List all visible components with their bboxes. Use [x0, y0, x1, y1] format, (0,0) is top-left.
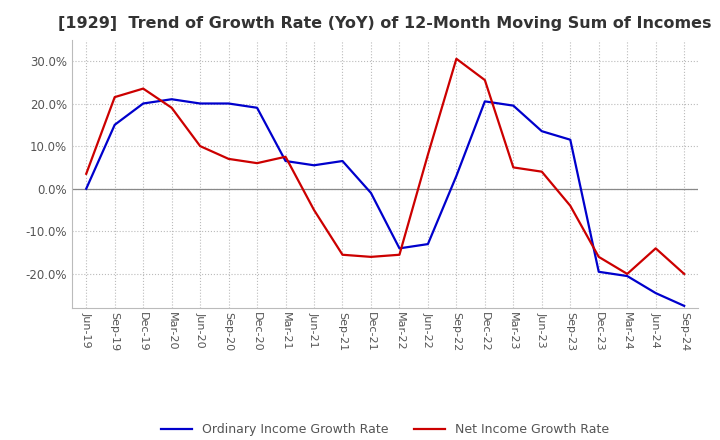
- Net Income Growth Rate: [366, 254, 375, 260]
- Legend: Ordinary Income Growth Rate, Net Income Growth Rate: Ordinary Income Growth Rate, Net Income …: [156, 418, 614, 440]
- Ordinary Income Growth Rate: [452, 173, 461, 179]
- Line: Ordinary Income Growth Rate: Ordinary Income Growth Rate: [86, 99, 684, 306]
- Net Income Growth Rate: [167, 105, 176, 110]
- Ordinary Income Growth Rate: [110, 122, 119, 128]
- Ordinary Income Growth Rate: [139, 101, 148, 106]
- Ordinary Income Growth Rate: [566, 137, 575, 143]
- Net Income Growth Rate: [395, 252, 404, 257]
- Net Income Growth Rate: [423, 152, 432, 157]
- Net Income Growth Rate: [595, 254, 603, 260]
- Title: [1929]  Trend of Growth Rate (YoY) of 12-Month Moving Sum of Incomes: [1929] Trend of Growth Rate (YoY) of 12-…: [58, 16, 712, 32]
- Ordinary Income Growth Rate: [652, 290, 660, 296]
- Net Income Growth Rate: [253, 161, 261, 166]
- Net Income Growth Rate: [338, 252, 347, 257]
- Ordinary Income Growth Rate: [509, 103, 518, 108]
- Net Income Growth Rate: [110, 95, 119, 100]
- Net Income Growth Rate: [509, 165, 518, 170]
- Net Income Growth Rate: [139, 86, 148, 91]
- Ordinary Income Growth Rate: [366, 191, 375, 196]
- Ordinary Income Growth Rate: [253, 105, 261, 110]
- Net Income Growth Rate: [537, 169, 546, 174]
- Net Income Growth Rate: [82, 171, 91, 176]
- Ordinary Income Growth Rate: [623, 273, 631, 279]
- Line: Net Income Growth Rate: Net Income Growth Rate: [86, 59, 684, 274]
- Ordinary Income Growth Rate: [480, 99, 489, 104]
- Net Income Growth Rate: [282, 154, 290, 159]
- Ordinary Income Growth Rate: [167, 97, 176, 102]
- Net Income Growth Rate: [196, 143, 204, 149]
- Net Income Growth Rate: [310, 207, 318, 213]
- Ordinary Income Growth Rate: [282, 158, 290, 164]
- Net Income Growth Rate: [480, 77, 489, 83]
- Ordinary Income Growth Rate: [395, 246, 404, 251]
- Net Income Growth Rate: [452, 56, 461, 62]
- Net Income Growth Rate: [652, 246, 660, 251]
- Net Income Growth Rate: [623, 271, 631, 277]
- Ordinary Income Growth Rate: [338, 158, 347, 164]
- Ordinary Income Growth Rate: [82, 186, 91, 191]
- Ordinary Income Growth Rate: [310, 163, 318, 168]
- Ordinary Income Growth Rate: [196, 101, 204, 106]
- Ordinary Income Growth Rate: [225, 101, 233, 106]
- Ordinary Income Growth Rate: [537, 128, 546, 134]
- Net Income Growth Rate: [225, 156, 233, 161]
- Net Income Growth Rate: [680, 271, 688, 277]
- Ordinary Income Growth Rate: [423, 242, 432, 247]
- Net Income Growth Rate: [566, 203, 575, 209]
- Ordinary Income Growth Rate: [595, 269, 603, 275]
- Ordinary Income Growth Rate: [680, 303, 688, 308]
